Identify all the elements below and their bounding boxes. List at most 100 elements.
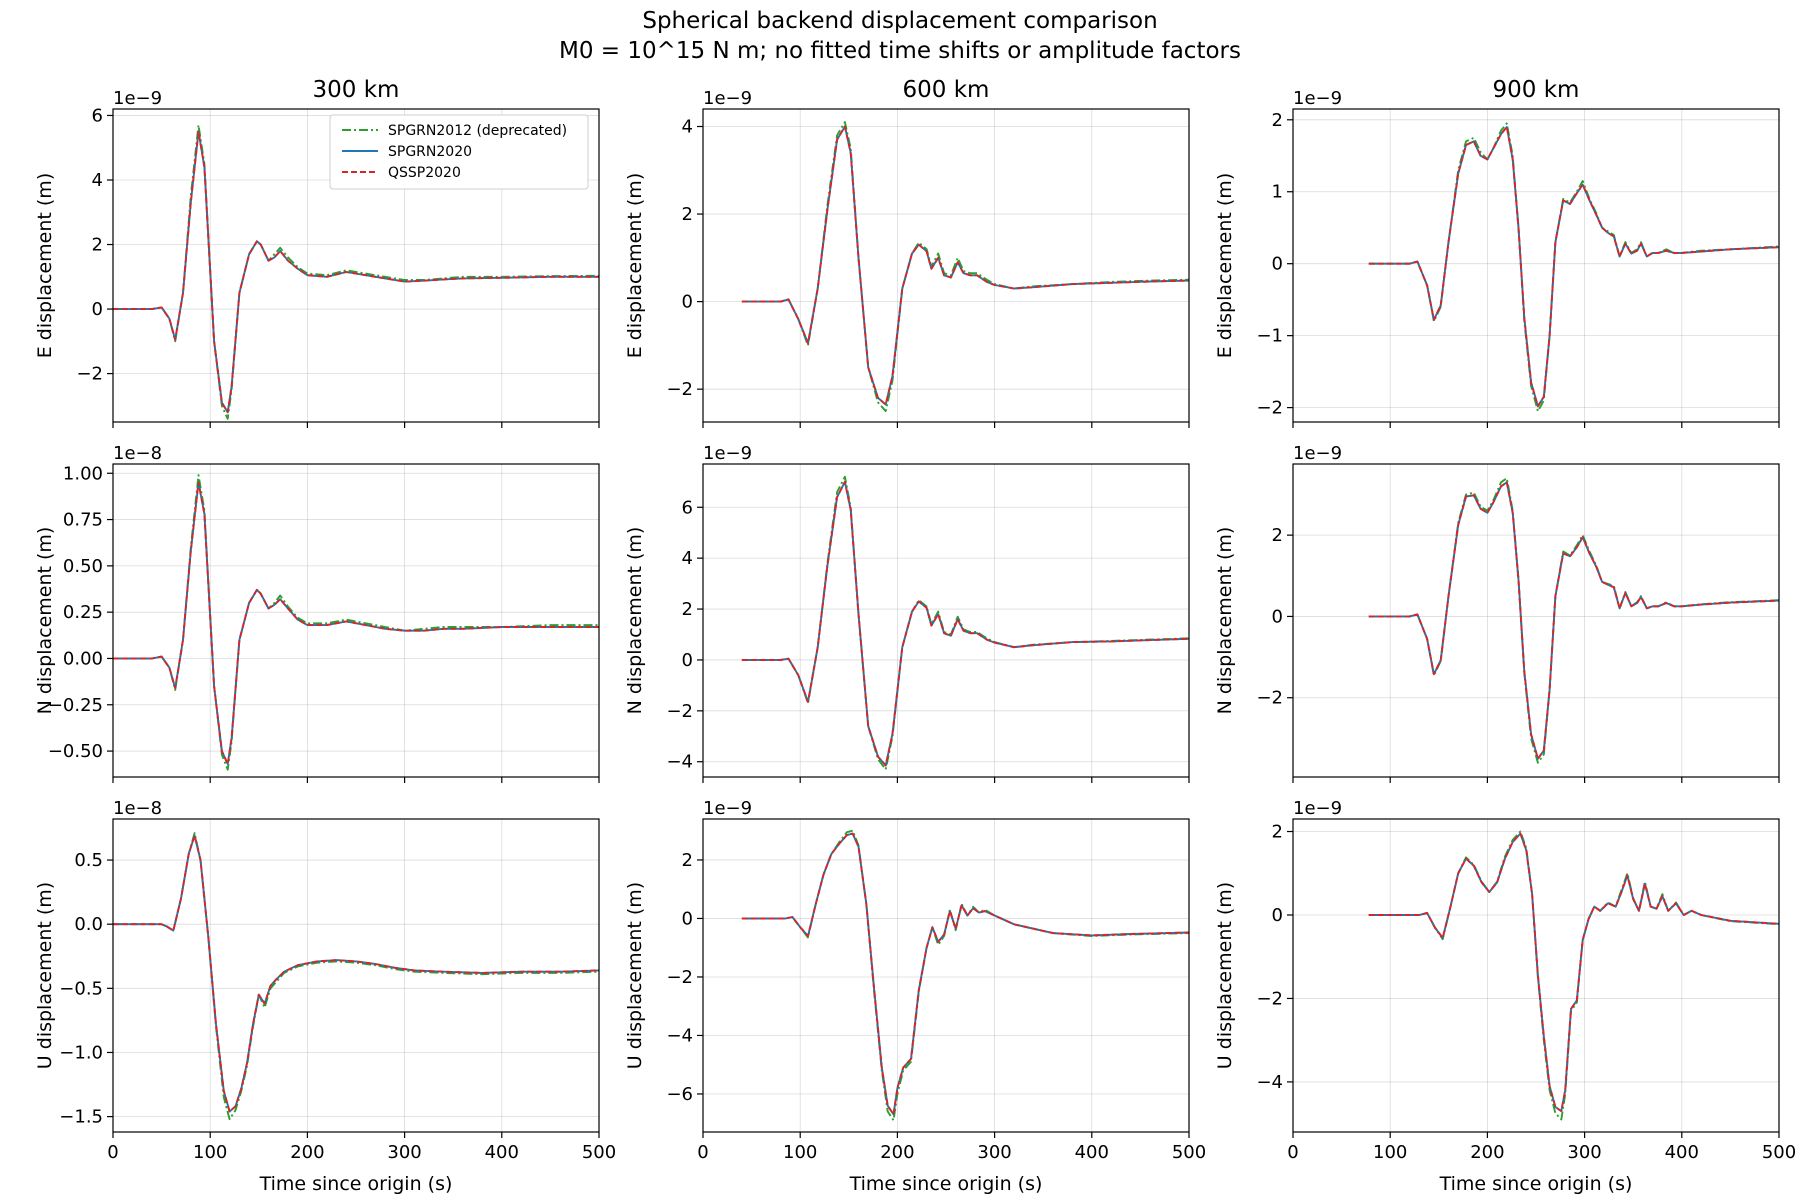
panel-r3-c1-ytick-label-3: 0.0 xyxy=(74,914,103,935)
panel-r3-c1-frame xyxy=(112,818,600,1133)
panel-r3-c1-xtick-label-2: 200 xyxy=(290,1142,324,1163)
panel-r2-c2-ytick-label-0: −4 xyxy=(666,752,693,773)
panel-r2-c3-exponent-label: 1e−9 xyxy=(1293,443,1342,464)
panel-r1-c1: −2 0 2 4 6 1e−9 E displacement (m) xyxy=(34,88,600,428)
panel-r3-c1-xtick-label-4: 400 xyxy=(485,1142,519,1163)
panel-r1-c3-ytick-label-3: 1 xyxy=(1272,182,1283,203)
panel-r3-c1-ytick-label-1: −1.0 xyxy=(59,1042,103,1063)
panel-r2-c2-ytick-label-1: −2 xyxy=(666,701,693,722)
panel-r2-c2-ytick-label-3: 2 xyxy=(682,599,693,620)
x-axis-label-col3: Time since origin (s) xyxy=(1439,1173,1633,1195)
panel-r3-c2-exponent-label: 1e−9 xyxy=(703,798,752,819)
panel-r3-c1: 0 100 200 300 400 500 −1.5 −1.0 −0.5 0.0 0.5 1e−8 U … xyxy=(34,798,616,1163)
panel-r2-c3-ytick-label-2: 2 xyxy=(1272,525,1283,546)
legend-label-spgrn2012: SPGRN2012 (deprecated) xyxy=(388,123,567,139)
panel-r2-c2-frame xyxy=(702,463,1190,778)
panel-r3-c1-ytick-label-0: −1.5 xyxy=(59,1107,103,1128)
panel-r1-c3-frame xyxy=(1292,108,1780,423)
legend-box xyxy=(329,114,589,190)
panel-r3-c1-exponent-label: 1e−8 xyxy=(113,798,162,819)
panel-r2-c3-series-spgrn2012-deprecated xyxy=(1368,477,1779,764)
panel-r2-c2-ytick-label-5: 6 xyxy=(682,497,693,518)
panel-r1-c1-ytick-label-2: 2 xyxy=(92,235,103,256)
panel-r2-c1-exponent-label: 1e−8 xyxy=(113,443,162,464)
panel-r3-c3-series-spgrn2012-deprecated xyxy=(1368,830,1779,1121)
panel-r2-c2-ytick-label-2: 0 xyxy=(682,650,693,671)
panel-r3-c3-xtick-label-0: 0 xyxy=(1287,1142,1298,1163)
panel-r3-c3-ytick-label-0: −4 xyxy=(1256,1072,1283,1093)
panel-r1-c2-frame xyxy=(702,108,1190,423)
panel-r2-c2-series-spgrn2020 xyxy=(741,480,1189,767)
panel-r3-c2-ytick-label-4: 2 xyxy=(682,850,693,871)
panel-r2-c1-ytick-label-5: 0.75 xyxy=(63,510,103,531)
panels-group: −2 0 2 4 6 1e−9 E displacement (m) −2 0 2 4 1e−9 E d… xyxy=(34,88,1796,1163)
panel-r2-c2: −4 −2 0 2 4 6 1e−9 N displacement (m) xyxy=(624,443,1190,783)
panel-r1-c3-ytick-label-4: 2 xyxy=(1272,110,1283,131)
panel-r3-c2-xtick-label-2: 200 xyxy=(880,1142,914,1163)
panel-r1-c1-frame xyxy=(112,108,600,423)
figure-title: Spherical backend displacement compariso… xyxy=(642,8,1157,34)
panel-r3-c2-series-spgrn2012-deprecated xyxy=(741,829,1189,1122)
panel-r1-c2-series-spgrn2020 xyxy=(741,125,1189,406)
panel-r1-c1-series-qssp2020 xyxy=(113,130,599,414)
panel-r3-c2-xtick-label-0: 0 xyxy=(697,1142,708,1163)
legend-label-qssp2020: QSSP2020 xyxy=(388,165,461,181)
legend: SPGRN2012 (deprecated) SPGRN2020 QSSP202… xyxy=(329,114,589,190)
panel-r3-c2-ytick-label-0: −6 xyxy=(666,1084,693,1105)
panel-r1-c2: −2 0 2 4 1e−9 E displacement (m) xyxy=(624,88,1190,428)
figure-subtitle: M0 = 10^15 N m; no fitted time shifts or… xyxy=(559,38,1241,64)
panel-r1-c2-exponent-label: 1e−9 xyxy=(703,88,752,109)
panel-r3-c1-xtick-label-3: 300 xyxy=(387,1142,421,1163)
panel-r1-c3-y-axis-label: E displacement (m) xyxy=(1214,173,1236,358)
panel-r1-c3-series-spgrn2012-deprecated xyxy=(1368,122,1779,413)
panel-r1-c2-ytick-label-2: 2 xyxy=(682,204,693,225)
panel-r3-c2: 0 100 200 300 400 500 −6 −4 −2 0 2 1e−9 U displaceme… xyxy=(624,798,1206,1163)
panel-r2-c2-series-qssp2020 xyxy=(741,480,1189,767)
x-axis-label-col1: Time since origin (s) xyxy=(259,1173,453,1195)
panel-r1-c1-ytick-label-4: 6 xyxy=(92,105,103,126)
panel-r3-c2-series-spgrn2020 xyxy=(741,832,1189,1116)
panel-r3-c3-ytick-label-2: 0 xyxy=(1272,905,1283,926)
panel-r1-c2-y-axis-label: E displacement (m) xyxy=(624,173,646,358)
panel-r3-c3: 0 100 200 300 400 500 −4 −2 0 2 1e−9 U displacement… xyxy=(1214,798,1796,1163)
panel-r2-c3-ytick-label-0: −2 xyxy=(1256,688,1283,709)
panel-r1-c3-exponent-label: 1e−9 xyxy=(1293,88,1342,109)
panel-r2-c1-ytick-label-6: 1.00 xyxy=(63,463,103,484)
panel-r3-c1-ytick-label-4: 0.5 xyxy=(74,850,103,871)
column-title-600km: 600 km xyxy=(903,77,990,103)
panel-r3-c3-xtick-label-3: 300 xyxy=(1567,1142,1601,1163)
panel-r2-c2-ytick-label-4: 4 xyxy=(682,548,693,569)
panel-r3-c2-y-axis-label: U displacement (m) xyxy=(624,882,646,1069)
panel-r1-c3-ytick-label-0: −2 xyxy=(1256,398,1283,419)
panel-r3-c3-xtick-label-5: 500 xyxy=(1762,1142,1796,1163)
panel-r1-c1-y-axis-label: E displacement (m) xyxy=(34,173,56,358)
panel-r1-c3: −2 −1 0 1 2 1e−9 E displacement (m) xyxy=(1214,88,1780,428)
panel-r3-c3-xtick-label-2: 200 xyxy=(1470,1142,1504,1163)
panel-r2-c2-exponent-label: 1e−9 xyxy=(703,443,752,464)
panel-r2-c1: −0.50 −0.25 0.00 0.25 0.50 0.75 1.00 1e−8 N disp… xyxy=(34,443,600,783)
panel-r1-c3-ytick-label-2: 0 xyxy=(1272,254,1283,275)
panel-r2-c3-series-qssp2020 xyxy=(1368,481,1779,760)
panel-r2-c3-frame xyxy=(1292,463,1780,778)
panel-r2-c2-series-spgrn2012-deprecated xyxy=(741,475,1189,771)
panel-r1-c2-ytick-label-3: 4 xyxy=(682,117,693,138)
panel-r3-c2-frame xyxy=(702,818,1190,1133)
panel-r3-c3-ytick-label-3: 2 xyxy=(1272,822,1283,843)
panel-r3-c3-xtick-label-4: 400 xyxy=(1665,1142,1699,1163)
panel-r3-c1-series-qssp2020 xyxy=(113,834,599,1113)
panel-r1-c1-ytick-label-3: 4 xyxy=(92,170,103,191)
panel-r1-c2-ytick-label-0: −2 xyxy=(666,379,693,400)
panel-r3-c3-series-qssp2020 xyxy=(1368,832,1779,1113)
panel-r2-c3-y-axis-label: N displacement (m) xyxy=(1214,527,1236,715)
panel-r1-c2-series-spgrn2012-deprecated xyxy=(741,121,1189,413)
panel-r3-c2-xtick-label-1: 100 xyxy=(783,1142,817,1163)
panel-r2-c2-y-axis-label: N displacement (m) xyxy=(624,527,646,715)
panel-r1-c3-series-spgrn2020 xyxy=(1368,126,1779,408)
column-title-300km: 300 km xyxy=(313,77,400,103)
column-title-900km: 900 km xyxy=(1493,77,1580,103)
panel-r3-c3-exponent-label: 1e−9 xyxy=(1293,798,1342,819)
panel-r3-c3-series-spgrn2020 xyxy=(1368,832,1779,1113)
panel-r3-c1-series-spgrn2012-deprecated xyxy=(113,832,599,1121)
panel-r3-c3-y-axis-label: U displacement (m) xyxy=(1214,882,1236,1069)
